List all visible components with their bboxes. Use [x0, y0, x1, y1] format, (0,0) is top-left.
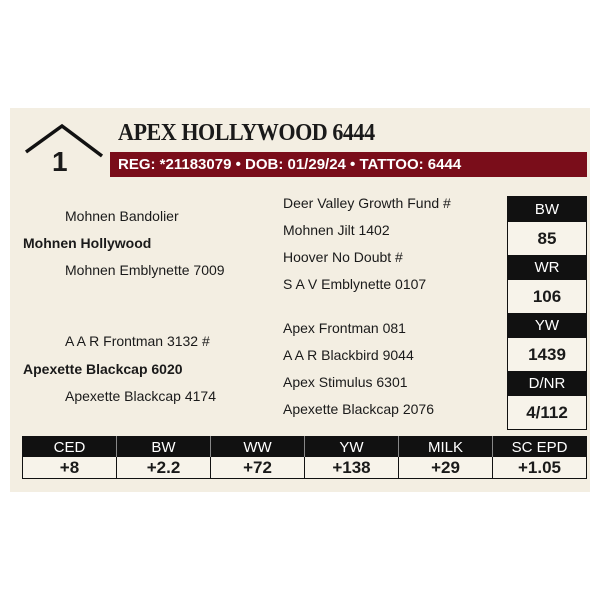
performance-stats: BW 85 WR 106 YW 1439 D/NR 4/112	[507, 196, 587, 430]
sire-dam: Mohnen Emblynette 7009	[65, 262, 225, 278]
great-grandparent: Hoover No Doubt #	[283, 249, 403, 265]
sire: Mohnen Hollywood	[23, 235, 152, 251]
epd-value: +29	[398, 457, 493, 479]
great-grandparent: Apex Frontman 081	[283, 320, 406, 336]
great-grandparent: Mohnen Jilt 1402	[283, 222, 390, 238]
epd-label: SC EPD	[492, 436, 587, 457]
stat-label: WR	[508, 255, 586, 280]
epd-value: +2.2	[116, 457, 211, 479]
epd-label: BW	[116, 436, 211, 457]
stat-label: YW	[508, 313, 586, 338]
roof-icon	[24, 123, 104, 158]
epd-value: +72	[210, 457, 305, 479]
dam-dam: Apexette Blackcap 4174	[65, 388, 216, 404]
sire-sire: Mohnen Bandolier	[65, 208, 179, 224]
registration-bar: REG: *21183079 • DOB: 01/29/24 • TATTOO:…	[110, 152, 587, 177]
stat-value: 85	[508, 222, 586, 255]
stat-label: BW	[508, 197, 586, 222]
stat-label: D/NR	[508, 371, 586, 396]
epd-value: +138	[304, 457, 399, 479]
lot-number: 1	[52, 146, 68, 177]
epd-label: WW	[210, 436, 305, 457]
epd-label: MILK	[398, 436, 493, 457]
stat-value: 1439	[508, 338, 586, 371]
stat-value: 4/112	[508, 396, 586, 429]
epd-label: CED	[22, 436, 117, 457]
dam-sire: A A R Frontman 3132 #	[65, 333, 210, 349]
great-grandparent: A A R Blackbird 9044	[283, 347, 414, 363]
stat-value: 106	[508, 280, 586, 313]
dam: Apexette Blackcap 6020	[23, 361, 183, 377]
epd-value: +8	[22, 457, 117, 479]
epd-label: YW	[304, 436, 399, 457]
great-grandparent: Apex Stimulus 6301	[283, 374, 408, 390]
great-grandparent: Apexette Blackcap 2076	[283, 401, 434, 417]
epd-value: +1.05	[492, 457, 587, 479]
epd-table: CED BW WW YW MILK SC EPD +8 +2.2 +72 +13…	[22, 436, 587, 479]
animal-name: APEX HOLLYWOOD 6444	[118, 120, 375, 146]
great-grandparent: Deer Valley Growth Fund #	[283, 195, 451, 211]
great-grandparent: S A V Emblynette 0107	[283, 276, 427, 292]
